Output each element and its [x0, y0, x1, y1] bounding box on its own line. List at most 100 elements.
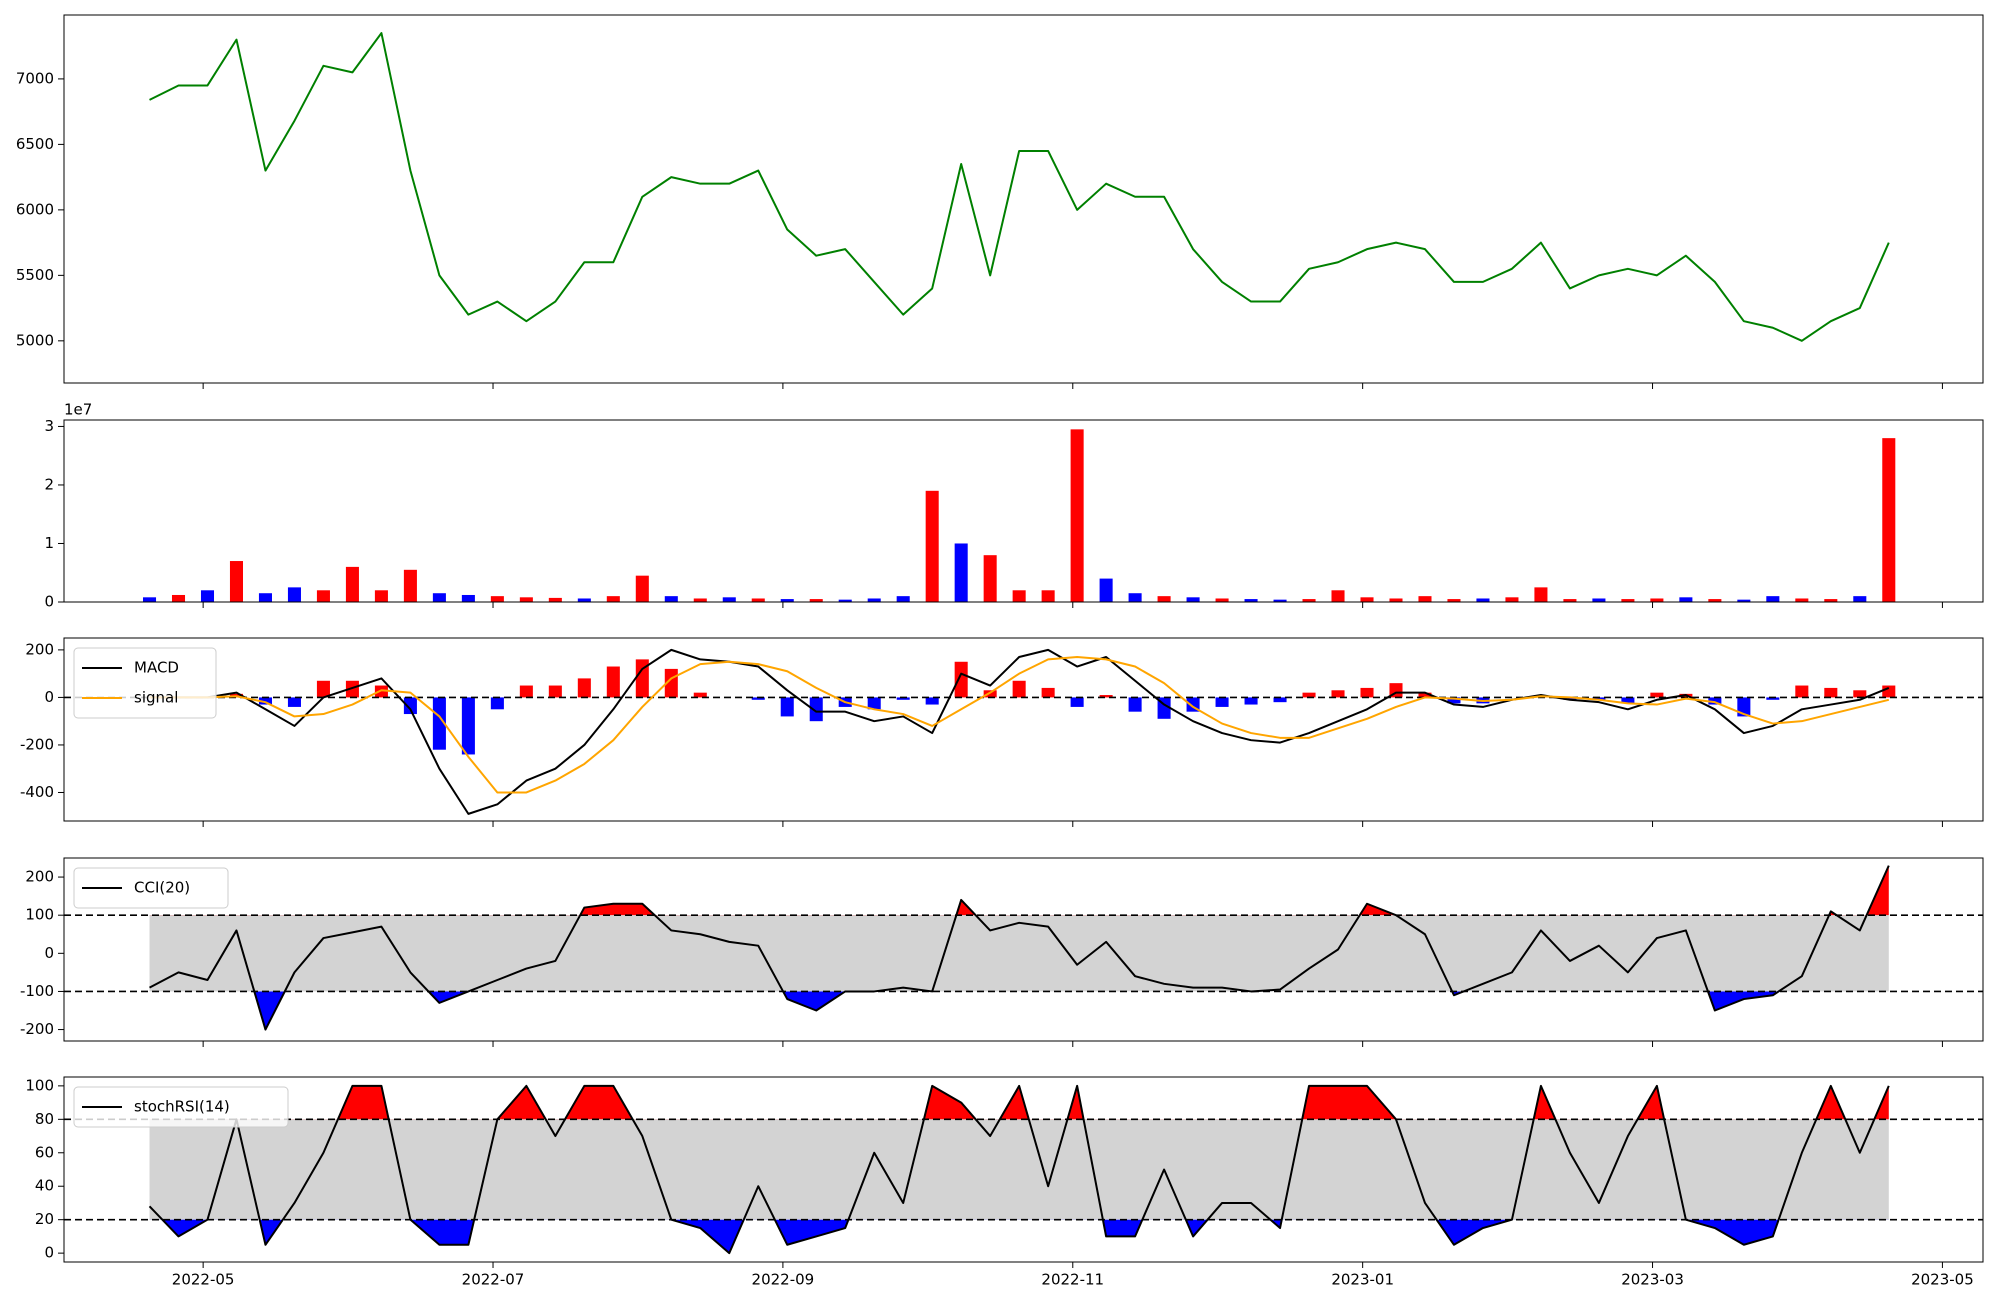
y-tick-label: 200 [25, 868, 54, 886]
bar [1418, 596, 1432, 602]
histogram-bar [1824, 687, 1838, 698]
bar [316, 590, 330, 602]
y-tick-label: 80 [35, 1110, 54, 1128]
bar [635, 575, 649, 602]
y-tick-label: 100 [25, 1076, 54, 1094]
histogram-bar [1882, 685, 1896, 698]
panel-frame [63, 637, 1984, 822]
histogram-bar [635, 659, 649, 698]
y-tick-label: 6500 [16, 135, 54, 153]
histogram-bar [1273, 697, 1287, 703]
histogram-bar [1331, 690, 1345, 698]
histogram-bar [403, 697, 417, 715]
y-tick-label: 5500 [16, 266, 54, 284]
bar [1360, 597, 1374, 602]
panel-frame [63, 14, 1984, 384]
histogram-bar [1418, 692, 1432, 698]
histogram-bar [606, 666, 620, 698]
bar [1650, 598, 1664, 602]
bar [1331, 590, 1345, 602]
histogram-bar [867, 697, 881, 710]
y-tick-label: 7000 [16, 69, 54, 87]
bar [1592, 598, 1606, 602]
histogram-bar [1128, 697, 1142, 712]
bar [1186, 597, 1200, 602]
bar [1563, 599, 1577, 602]
bar [229, 561, 244, 602]
y-tick-label: 5000 [16, 331, 54, 349]
y-tick-label: -400 [20, 783, 54, 801]
bar [1505, 597, 1519, 602]
y-tick-label: -100 [20, 982, 54, 1000]
histogram-bar [461, 697, 475, 755]
histogram-bar [258, 697, 272, 705]
histogram-bar [432, 697, 446, 750]
bar [1070, 429, 1084, 602]
legend-label: signal [134, 689, 178, 707]
y-tick-label: 1 [44, 534, 54, 552]
bar [577, 598, 591, 602]
bar [1476, 598, 1490, 602]
bar [1215, 598, 1229, 602]
bar [374, 590, 388, 602]
histogram-bar [693, 692, 707, 698]
histogram-bar [954, 661, 968, 698]
panel-frame [63, 419, 1984, 603]
histogram-bar [1766, 697, 1780, 700]
y-tick-label: 40 [35, 1177, 54, 1195]
panel: 0 20 40 60 80 100 2022-05 2022-07 2022-09 2022-11… [25, 1076, 1984, 1289]
bar [1853, 596, 1867, 602]
band-fill [149, 915, 1889, 992]
histogram-bar [1099, 695, 1113, 698]
series-line [149, 865, 1890, 1031]
histogram-bar [1070, 697, 1084, 707]
y-tick-label: 100 [25, 906, 54, 924]
bar [1534, 587, 1548, 602]
histogram-bar [809, 697, 823, 722]
bar [1766, 596, 1780, 602]
x-tick-label: 2022-11 [1041, 1271, 1104, 1289]
panel: 0 1 2 3 1e7 [44, 401, 1984, 611]
histogram-bar [519, 685, 533, 698]
series-line [149, 656, 1890, 794]
bar [1041, 590, 1055, 602]
bar [867, 598, 881, 602]
x-tick-label: 2022-07 [462, 1271, 525, 1289]
legend-label: CCI(20) [134, 879, 190, 897]
histogram-bar [1012, 680, 1026, 698]
bar [925, 490, 939, 602]
bar [1795, 598, 1809, 602]
histogram-bar [1215, 697, 1229, 707]
legend-label: stochRSI(14) [134, 1098, 230, 1116]
y-tick-label: -200 [20, 1020, 54, 1038]
histogram-bar [1621, 697, 1635, 704]
y-tick-label: 0 [44, 944, 54, 962]
x-tick-label: 2022-09 [752, 1271, 815, 1289]
histogram-bar [983, 690, 997, 698]
histogram-bar [896, 697, 910, 700]
x-tick-label: 2023-05 [1911, 1271, 1974, 1289]
y-tick-label: 6000 [16, 200, 54, 218]
legend-label: MACD [134, 659, 179, 677]
bar [1737, 599, 1751, 602]
legend-box [73, 867, 229, 909]
panel: -200 -100 0 100 200 CCI(20) [20, 857, 1984, 1047]
bar [1679, 597, 1693, 602]
x-tick-label: 2023-03 [1621, 1271, 1684, 1289]
bar [954, 543, 968, 602]
offset-label: 1e7 [64, 401, 92, 419]
bar [403, 569, 417, 602]
histogram-bar [316, 680, 330, 698]
bar [1621, 599, 1635, 602]
histogram-bar [1302, 692, 1316, 698]
histogram-bar [780, 697, 794, 717]
histogram-bar [1708, 697, 1722, 705]
bar [751, 598, 765, 602]
bar [1824, 599, 1838, 602]
histogram-bar [1563, 697, 1577, 700]
histogram-bar [287, 697, 301, 707]
histogram-bar [1041, 687, 1055, 698]
histogram-bar [1853, 690, 1867, 698]
bar [287, 587, 301, 602]
